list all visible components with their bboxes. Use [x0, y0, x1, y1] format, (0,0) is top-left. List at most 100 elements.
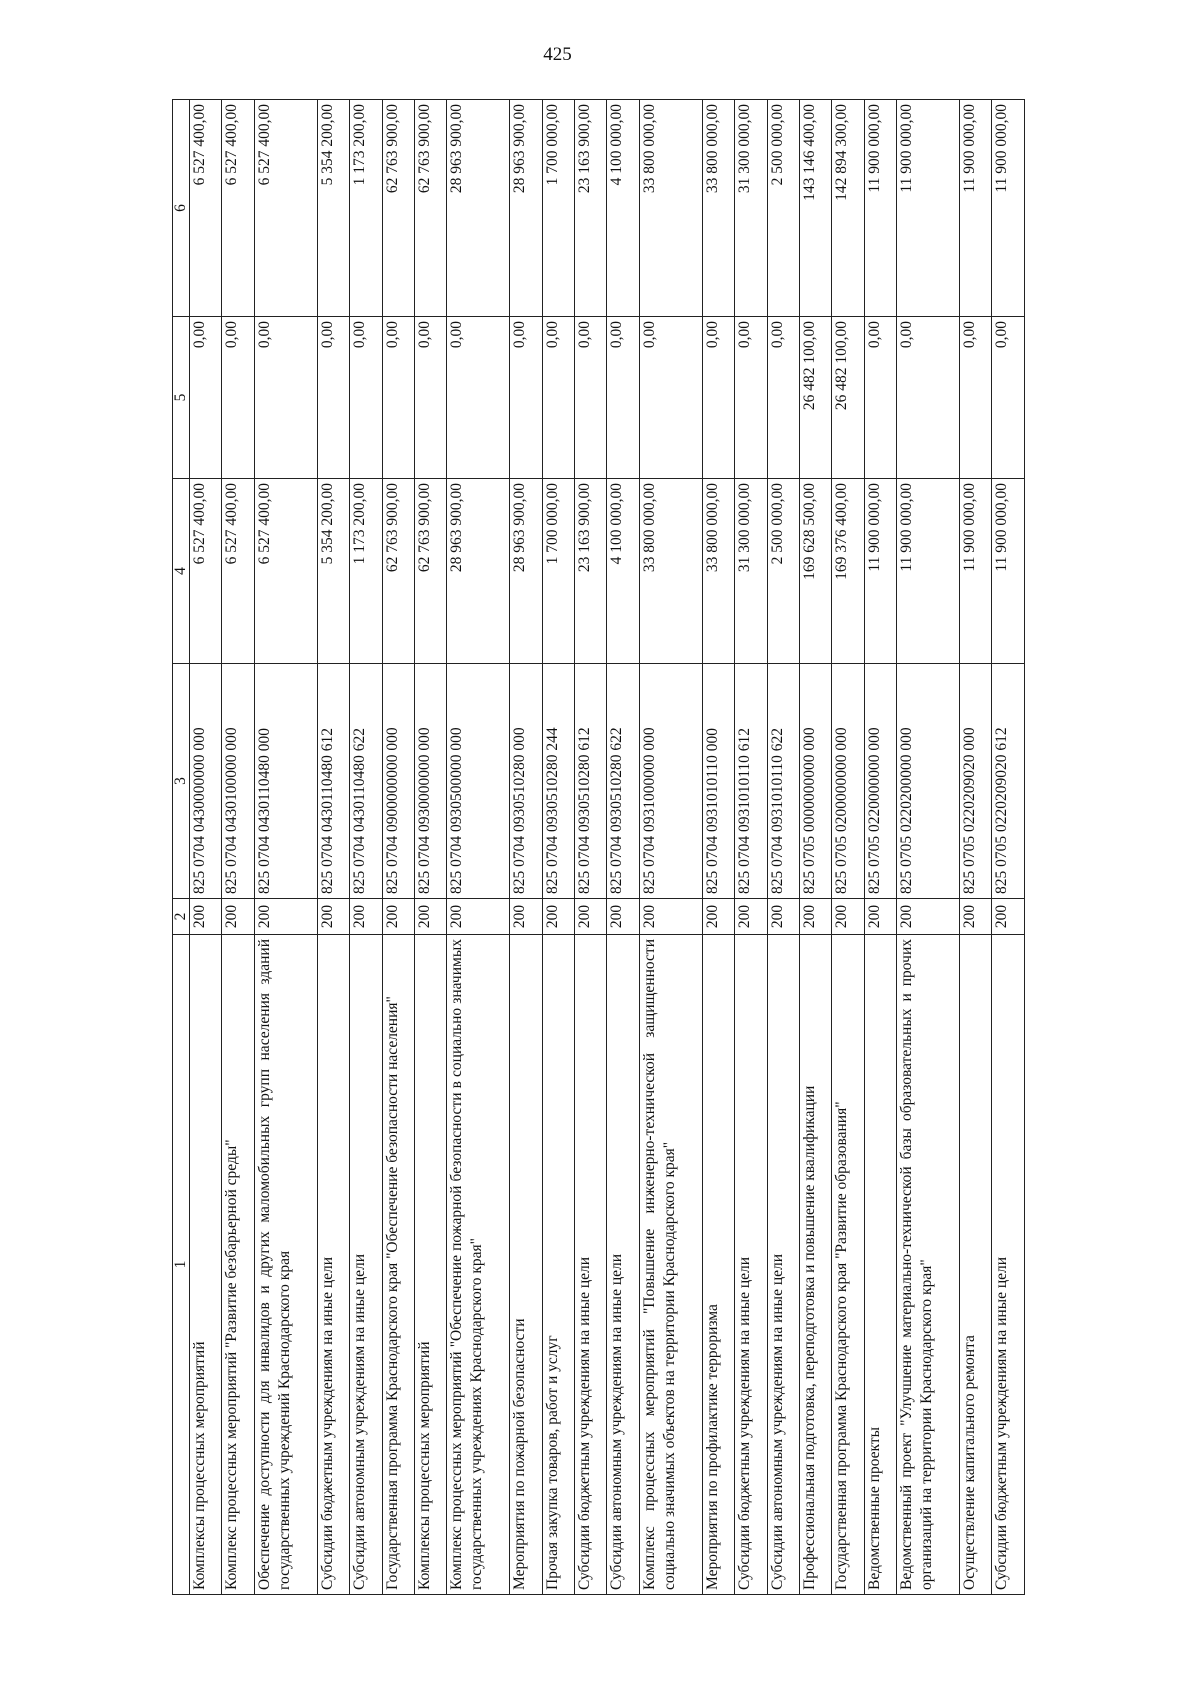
code-cell: 825 0704 0900000000 000	[382, 663, 415, 899]
amount-cell: 11 900 000,00	[864, 478, 897, 664]
change-cell: 0,00	[542, 316, 575, 479]
change-cell: 0,00	[606, 316, 640, 479]
amount-cell: 11 900 000,00	[896, 478, 960, 664]
amount-cell: 62 763 900,00	[414, 478, 447, 664]
total-cell: 5 354 200,00	[317, 99, 350, 317]
name-cell: Субсидии бюджетным учреждениям на иные ц…	[574, 934, 607, 1595]
total-cell: 62 763 900,00	[414, 99, 447, 317]
name-cell: Обеспечение доступности для инвалидов и …	[254, 934, 318, 1595]
total-cell: 6 527 400,00	[221, 99, 255, 317]
table-row: Осуществление капитального ремонта 200 825…	[959, 99, 992, 1595]
amount-cell: 6 527 400,00	[254, 478, 318, 664]
section-cell: 200	[574, 898, 607, 935]
amount-cell: 31 300 000,00	[734, 478, 768, 664]
section-cell: 200	[382, 898, 415, 935]
total-cell: 2 500 000,00	[767, 99, 800, 317]
code-cell: 825 0704 0430100000 000	[221, 663, 255, 899]
total-cell: 11 900 000,00	[959, 99, 992, 317]
section-cell: 200	[959, 898, 992, 935]
name-cell: Осуществление капитального ремонта	[959, 934, 992, 1595]
section-cell: 200	[864, 898, 897, 935]
amount-cell: 5 354 200,00	[317, 478, 350, 664]
change-cell: 0,00	[382, 316, 415, 479]
total-cell: 4 100 000,00	[606, 99, 640, 317]
header-cell: 4	[172, 478, 190, 664]
change-cell: 0,00	[896, 316, 960, 479]
section-cell: 200	[446, 898, 510, 935]
section-cell: 200	[509, 898, 543, 935]
table-row: Субсидии бюджетным учреждениям на иные ц…	[574, 99, 607, 1595]
code-cell: 825 0704 0931010110 612	[734, 663, 768, 899]
total-cell: 28 963 900,00	[446, 99, 510, 317]
total-cell: 31 300 000,00	[734, 99, 768, 317]
section-cell: 200	[414, 898, 447, 935]
section-cell: 200	[221, 898, 255, 935]
section-cell: 200	[542, 898, 575, 935]
total-cell: 11 900 000,00	[864, 99, 897, 317]
table-row: Мероприятия по профилактике терроризма 20…	[702, 99, 735, 1595]
code-cell: 825 0704 0930510280 000	[509, 663, 543, 899]
name-cell: Субсидии автономным учреждениям на иные …	[349, 934, 383, 1595]
change-cell: 0,00	[189, 316, 222, 479]
change-cell: 0,00	[991, 316, 1025, 479]
header-cell: 6	[172, 99, 190, 317]
code-cell: 825 0704 0930000000 000	[414, 663, 447, 899]
name-cell: Комплекс процессных мероприятий "Повышен…	[639, 934, 703, 1595]
total-cell: 11 900 000,00	[991, 99, 1025, 317]
code-cell: 825 0705 0220209020 612	[991, 663, 1025, 899]
code-cell: 825 0705 0220000000 000	[864, 663, 897, 899]
name-cell: Субсидии бюджетным учреждениям на иные ц…	[991, 934, 1025, 1595]
code-cell: 825 0705 0200000000 000	[831, 663, 865, 899]
name-cell: Комплекс процессных мероприятий "Обеспеч…	[446, 934, 510, 1595]
code-cell: 825 0704 0930500000 000	[446, 663, 510, 899]
table-row: Комплекс процессных мероприятий "Развити…	[221, 99, 255, 1595]
section-cell: 200	[991, 898, 1025, 935]
table-row: Ведомственные проекты 200 825 0705 0220000…	[864, 99, 897, 1595]
total-cell: 28 963 900,00	[509, 99, 543, 317]
table-row: Субсидии автономным учреждениям на иные …	[349, 99, 383, 1595]
name-cell: Субсидии бюджетным учреждениям на иные ц…	[317, 934, 350, 1595]
code-cell: 825 0704 0430110480 000	[254, 663, 318, 899]
name-cell: Ведомственные проекты	[864, 934, 897, 1595]
change-cell: 0,00	[254, 316, 318, 479]
change-cell: 0,00	[574, 316, 607, 479]
table-row: Прочая закупка товаров, работ и услуг 200…	[542, 99, 575, 1595]
amount-cell: 33 800 000,00	[639, 478, 703, 664]
code-cell: 825 0704 0930510280 244	[542, 663, 575, 899]
amount-cell: 6 527 400,00	[189, 478, 222, 664]
name-cell: Государственная программа Краснодарского…	[831, 934, 865, 1595]
name-cell: Профессиональная подготовка, переподгото…	[799, 934, 832, 1595]
section-cell: 200	[767, 898, 800, 935]
table-row: Обеспечение доступности для инвалидов и …	[254, 99, 318, 1595]
name-cell: Субсидии автономным учреждениям на иные …	[606, 934, 640, 1595]
table-row: Профессиональная подготовка, переподгото…	[799, 99, 832, 1595]
change-cell: 26 482 100,00	[799, 316, 832, 479]
change-cell: 0,00	[702, 316, 735, 479]
section-cell: 200	[702, 898, 735, 935]
total-cell: 33 800 000,00	[702, 99, 735, 317]
table-row: Мероприятия по пожарной безопасности 200 8…	[509, 99, 543, 1595]
rotated-table-container: 1 2 3 4 5 6 Комплексы процессных меропри…	[172, 99, 1025, 1595]
name-cell: Комплексы процессных мероприятий	[189, 934, 222, 1595]
amount-cell: 11 900 000,00	[959, 478, 992, 664]
table-row: Комплекс процессных мероприятий "Повышен…	[639, 99, 703, 1595]
change-cell: 0,00	[639, 316, 703, 479]
table-header-row: 1 2 3 4 5 6	[172, 99, 190, 1595]
header-cell: 5	[172, 316, 190, 479]
name-cell: Субсидии бюджетным учреждениям на иные ц…	[734, 934, 768, 1595]
code-cell: 825 0704 0430110480 622	[349, 663, 383, 899]
amount-cell: 1 700 000,00	[542, 478, 575, 664]
total-cell: 142 894 300,00	[831, 99, 865, 317]
name-cell: Мероприятия по профилактике терроризма	[702, 934, 735, 1595]
amount-cell: 1 173 200,00	[349, 478, 383, 664]
code-cell: 825 0704 0930510280 622	[606, 663, 640, 899]
code-cell: 825 0704 0930510280 612	[574, 663, 607, 899]
change-cell: 0,00	[767, 316, 800, 479]
code-cell: 825 0705 0220209020 000	[959, 663, 992, 899]
total-cell: 1 173 200,00	[349, 99, 383, 317]
code-cell: 825 0704 0430110480 612	[317, 663, 350, 899]
amount-cell: 28 963 900,00	[509, 478, 543, 664]
code-cell: 825 0705 0000000000 000	[799, 663, 832, 899]
section-cell: 200	[639, 898, 703, 935]
amount-cell: 33 800 000,00	[702, 478, 735, 664]
